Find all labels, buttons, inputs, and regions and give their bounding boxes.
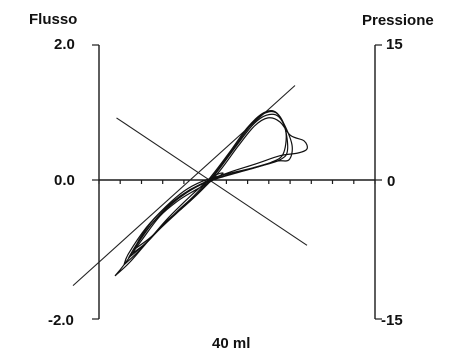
loop-1 xyxy=(123,110,293,266)
left-axis-title: Flusso xyxy=(29,11,77,28)
left-tick-label-bottom: -2.0 xyxy=(48,312,74,329)
right-tick-label-top: 15 xyxy=(386,36,403,53)
pressure-flow-loops xyxy=(114,110,308,277)
volume-axis-ticks xyxy=(98,180,376,184)
left-tick-label-zero: 0.0 xyxy=(54,172,75,189)
right-axis-title: Pressione xyxy=(362,12,434,29)
right-tick-label-zero: 0 xyxy=(387,173,395,190)
volume-scale-label: 40 ml xyxy=(212,335,250,352)
right-tick-label-bottom: -15 xyxy=(381,312,403,329)
compliance-line xyxy=(72,85,296,287)
left-tick-label-top: 2.0 xyxy=(54,36,75,53)
loop-5 xyxy=(114,172,224,277)
reference-lines xyxy=(72,85,308,287)
loop-4 xyxy=(135,117,308,249)
